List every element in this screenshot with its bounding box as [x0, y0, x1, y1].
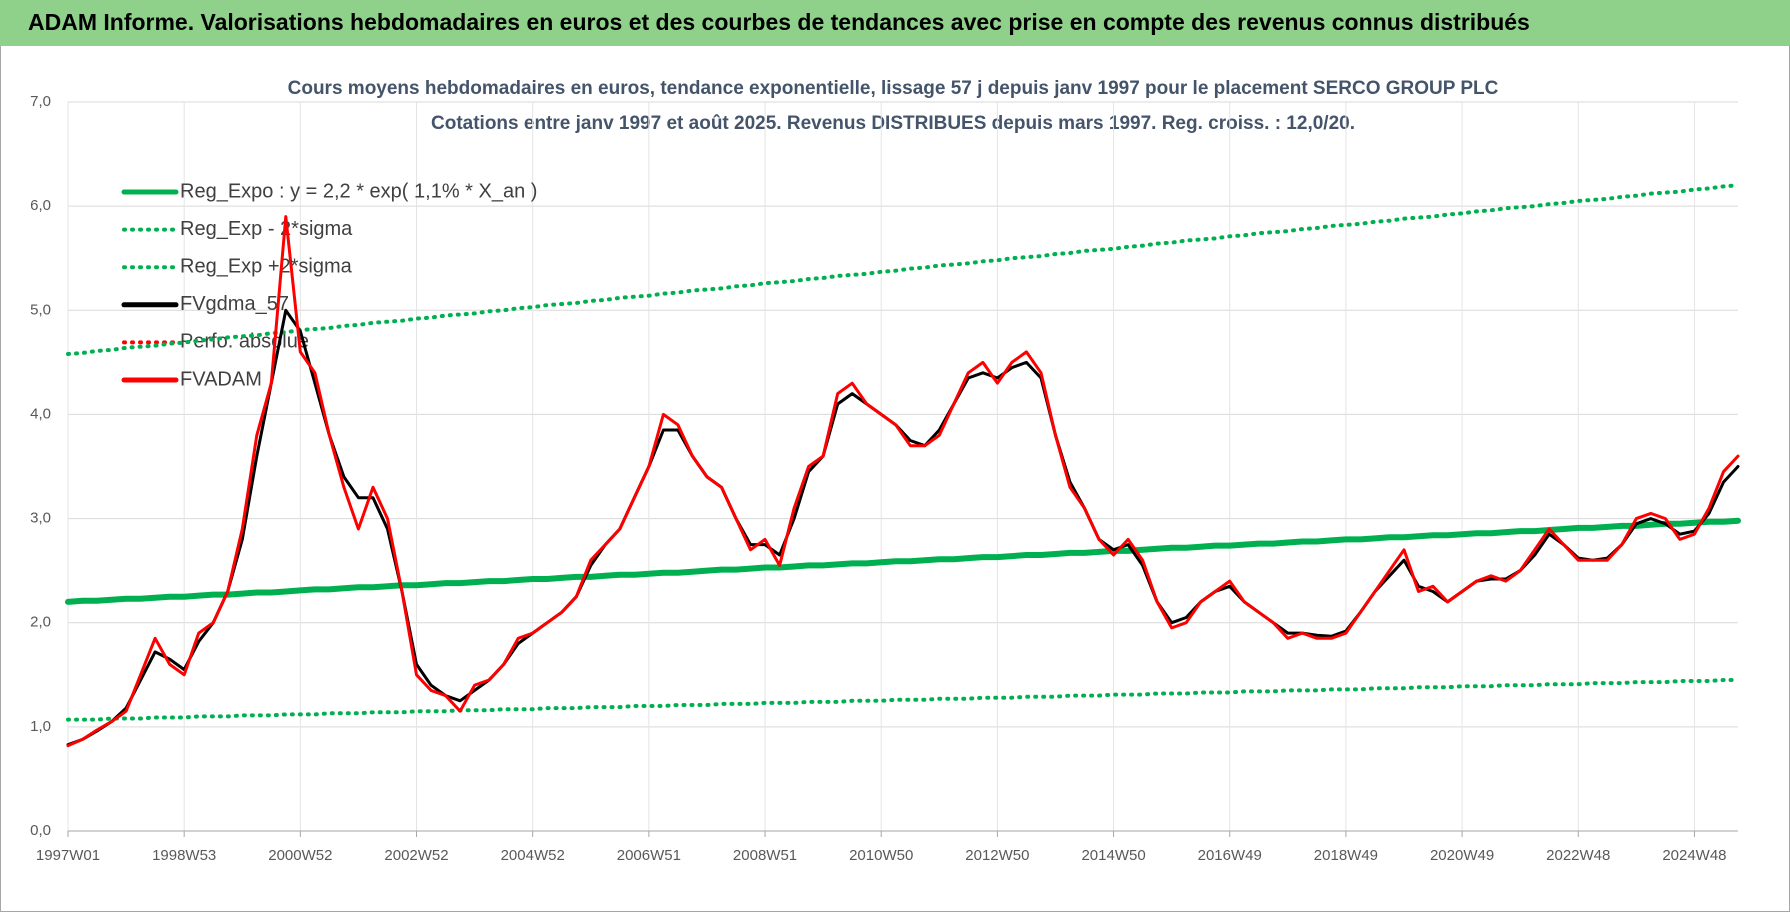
y-tick-label: 1,0 — [30, 718, 51, 735]
x-tick-label: 2006W51 — [617, 847, 681, 864]
y-tick-label: 0,0 — [30, 822, 51, 839]
x-tick-label: 2000W52 — [268, 847, 332, 864]
x-tick-label: 2002W52 — [384, 847, 448, 864]
chart-title: ADAM Informe. Valorisations hebdomadaire… — [28, 9, 1530, 35]
series-line — [65, 517, 1741, 605]
legend-label: Reg_Expo : y = 2,2 * exp( 1,1% * X_an ) — [180, 180, 537, 202]
header-band — [0, 0, 1790, 46]
y-tick-label: 7,0 — [30, 93, 51, 110]
x-tick-label: 2016W49 — [1198, 847, 1262, 864]
x-tick-label: 2008W51 — [733, 847, 797, 864]
x-tick-label: 2018W49 — [1314, 847, 1378, 864]
y-tick-label: 3,0 — [30, 510, 51, 527]
x-tick-label: 1997W01 — [36, 847, 100, 864]
legend-label: Reg_Exp - 2*sigma — [180, 218, 353, 240]
series-line — [66, 183, 1740, 356]
y-tick-label: 5,0 — [30, 301, 51, 318]
y-tick-label: 6,0 — [30, 197, 51, 214]
x-tick-label: 2010W50 — [849, 847, 913, 864]
y-tick-label: 4,0 — [30, 405, 51, 422]
chart-subtitle: Cours moyens hebdomadaires en euros, ten… — [288, 78, 1499, 99]
x-tick-label: 2020W49 — [1430, 847, 1494, 864]
x-tick-label: 2024W48 — [1662, 847, 1726, 864]
x-tick-label: 2012W50 — [965, 847, 1029, 864]
chart-subtitle: Cotations entre janv 1997 et août 2025. … — [431, 113, 1355, 134]
legend-label: FVADAM — [180, 368, 262, 390]
series-line — [66, 678, 1740, 722]
x-tick-label: 2004W52 — [501, 847, 565, 864]
legend-label: Reg_Exp +2*sigma — [180, 255, 353, 277]
legend-label: Perfo. absolue — [180, 331, 309, 353]
y-tick-label: 2,0 — [30, 614, 51, 631]
x-tick-label: 2022W48 — [1546, 847, 1610, 864]
x-tick-label: 1998W53 — [152, 847, 216, 864]
legend-label: FVgdma_57 — [180, 293, 289, 315]
x-tick-label: 2014W50 — [1081, 847, 1145, 864]
series-line — [66, 215, 1740, 748]
